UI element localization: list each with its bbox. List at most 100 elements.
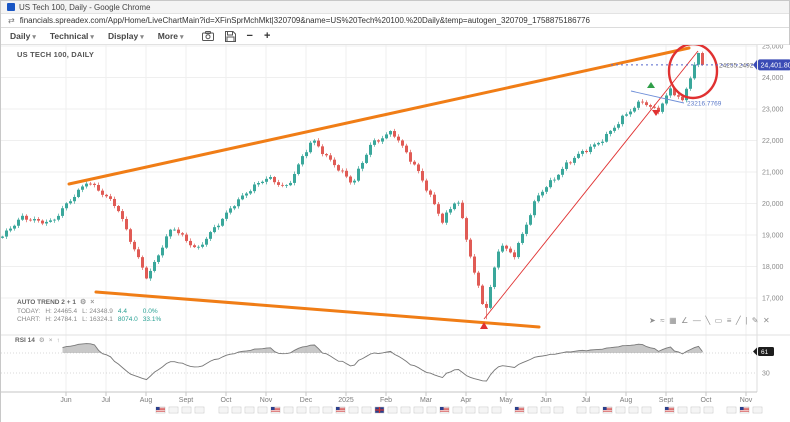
candle-body — [629, 111, 632, 115]
tool-pencil-icon[interactable]: ✎ — [751, 316, 759, 325]
candle-body — [661, 103, 664, 112]
event-flag-icon[interactable] — [361, 406, 372, 414]
candle-body — [181, 233, 184, 235]
candle-body — [365, 154, 368, 163]
event-flag-icon[interactable] — [703, 406, 714, 414]
event-flag-icon[interactable] — [309, 406, 320, 414]
rsi-settings-icon[interactable]: ⚙ — [38, 337, 45, 344]
event-flag-icon[interactable] — [348, 406, 359, 414]
event-flag-icon[interactable] — [181, 406, 192, 414]
window-titlebar[interactable]: US Tech 100, Daily - Google Chrome — [1, 1, 789, 14]
auto-trend-cell: L: 16324.1 — [82, 316, 113, 323]
candle-body — [473, 256, 476, 273]
url-text[interactable]: financials.spreadex.com/App/Home/LiveCha… — [19, 16, 590, 25]
candle-body — [617, 124, 620, 128]
candle-body — [197, 246, 200, 248]
event-flag-icon[interactable] — [465, 406, 476, 414]
candle-body — [205, 238, 208, 245]
tool-trend-line-icon[interactable]: ╲ — [705, 316, 711, 325]
event-flag-icon[interactable] — [387, 406, 398, 414]
site-info-icon[interactable]: ⇄ — [8, 16, 15, 25]
zoom-out-icon[interactable]: − — [246, 30, 253, 42]
event-flag-icon[interactable] — [283, 406, 294, 414]
red-support-line[interactable] — [483, 50, 699, 320]
tool-cursor-icon[interactable]: ➤ — [649, 316, 656, 325]
candle-body — [569, 162, 572, 164]
candle-body — [173, 229, 176, 231]
menu-technical-dropdown[interactable]: Technical ▾ — [49, 31, 94, 41]
candle-body — [469, 239, 472, 257]
event-flag-icon[interactable] — [413, 406, 424, 414]
menu-more-dropdown[interactable]: More ▾ — [157, 31, 184, 41]
candle-body — [553, 179, 556, 181]
zoom-in-icon[interactable]: + — [263, 30, 271, 42]
tool-ray-icon[interactable]: ╱ — [735, 316, 741, 325]
menu-display-dropdown[interactable]: Display ▾ — [107, 31, 144, 41]
lower-orange-trendline[interactable] — [94, 290, 541, 329]
tool-annotation-icon[interactable]: ≡ — [726, 316, 732, 325]
event-flag-icon[interactable] — [194, 406, 205, 414]
camera-icon[interactable] — [201, 31, 214, 41]
chart-toolbar: Daily ▾ Technical ▾ Display ▾ More ▾ − + — [1, 28, 789, 45]
price-chart-canvas[interactable]: 25,000 24,000 23,000 22,000 21,000 20,000 19,0… — [1, 45, 790, 422]
symbol-label: US TECH 100, DAILY — [17, 50, 95, 59]
toolbar-menus: Daily ▾ Technical ▾ Display ▾ More ▾ — [10, 31, 184, 41]
rsi-close-icon[interactable]: × — [48, 336, 53, 344]
event-flag-icon[interactable] — [615, 406, 626, 414]
candle-body — [269, 177, 272, 179]
tool-fib-grid-icon[interactable]: ▦ — [669, 316, 677, 325]
event-flag-icon[interactable] — [400, 406, 411, 414]
event-flag-icon[interactable] — [322, 406, 333, 414]
time-axis-label: Apr — [461, 397, 473, 404]
auto-trend-cell: 0.0% — [142, 308, 158, 315]
candle-body — [637, 101, 640, 108]
candle-body — [489, 287, 492, 308]
auto-trend-cell: 4.4 — [117, 308, 127, 315]
blue-projection-line[interactable] — [630, 90, 685, 104]
tool-close-icon[interactable]: ✕ — [763, 316, 770, 325]
event-flag-icon[interactable] — [726, 406, 737, 414]
event-flag-icon[interactable] — [628, 406, 639, 414]
event-flag-icon[interactable] — [576, 406, 587, 414]
rsi-collapse-icon[interactable]: ↑ — [56, 336, 60, 344]
event-flag-icon[interactable] — [218, 406, 229, 414]
candle-body — [609, 130, 612, 134]
event-flag-icon[interactable] — [589, 406, 600, 414]
price-axis-label: 25,000 — [762, 45, 784, 51]
candle-body — [561, 168, 564, 175]
tool-horizontal-line-icon[interactable]: — — [692, 316, 701, 325]
event-flag-icon[interactable] — [231, 406, 242, 414]
highlight-red-circle[interactable] — [667, 45, 719, 100]
tool-zigzag-icon[interactable]: ≈ — [660, 316, 665, 325]
candle-body — [221, 218, 224, 226]
event-flag-icon[interactable] — [677, 406, 688, 414]
event-flag-icon[interactable] — [452, 406, 463, 414]
auto-trend-settings-icon[interactable]: ⚙ — [79, 299, 87, 306]
event-flag-icon[interactable] — [296, 406, 307, 414]
event-flag-icon[interactable] — [690, 406, 701, 414]
candle-body — [601, 141, 604, 143]
chevron-down-icon: ▾ — [140, 34, 144, 41]
event-flag-icon[interactable] — [553, 406, 564, 414]
event-flag-icon[interactable] — [491, 406, 502, 414]
url-bar[interactable]: ⇄ financials.spreadex.com/App/Home/LiveC… — [1, 14, 789, 28]
event-flag-icon[interactable] — [426, 406, 437, 414]
event-flag-icon[interactable] — [641, 406, 652, 414]
event-flag-icon[interactable] — [257, 406, 268, 414]
menu-daily-dropdown[interactable]: Daily ▾ — [10, 31, 36, 41]
event-flag-icon[interactable] — [478, 406, 489, 414]
price-tag — [758, 59, 790, 71]
tool-rectangle-icon[interactable]: ▭ — [714, 316, 723, 325]
tool-trend-angle-icon[interactable]: ∠ — [681, 316, 689, 325]
event-flag-icon[interactable] — [168, 406, 179, 414]
auto-trend-close-icon[interactable]: × — [90, 298, 95, 306]
event-flag-icon[interactable] — [540, 406, 551, 414]
auto-trend-cell: CHART: — [17, 316, 41, 323]
event-flag-icon[interactable] — [244, 406, 255, 414]
candle-body — [249, 191, 252, 194]
save-icon[interactable] — [224, 30, 236, 42]
event-flag-icon[interactable] — [752, 406, 763, 414]
candle-body — [693, 64, 696, 79]
event-flag-icon[interactable] — [527, 406, 538, 414]
upper-orange-trendline[interactable] — [67, 46, 691, 186]
